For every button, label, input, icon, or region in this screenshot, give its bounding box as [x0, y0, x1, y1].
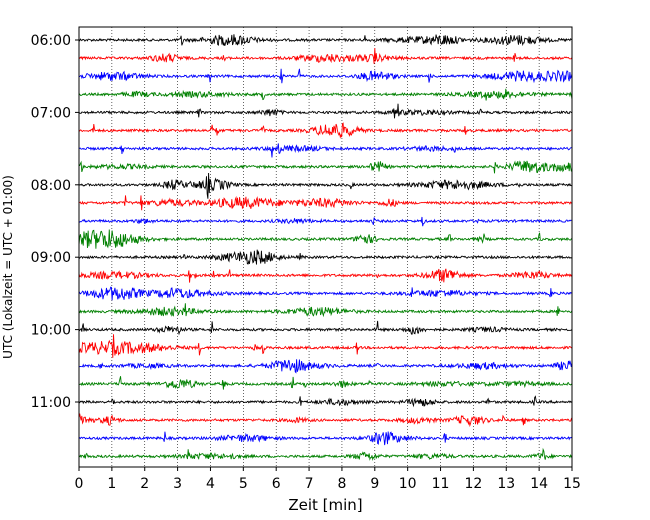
seismic-trace — [78, 172, 573, 199]
seismic-trace — [78, 68, 573, 84]
seismic-trace — [78, 48, 573, 64]
y-axis-ticks: 06:00 07:00 08:00 09:00 10:00 11:00 — [31, 33, 79, 411]
y-tick-label: 10:00 — [31, 323, 71, 339]
seismic-trace — [78, 122, 573, 139]
seismic-trace — [78, 334, 573, 358]
grid-lines — [111, 27, 540, 467]
x-tick-label: 11 — [432, 476, 450, 492]
seismic-trace — [78, 268, 573, 283]
y-tick-label: 08:00 — [31, 178, 71, 194]
x-tick-label: 6 — [272, 476, 281, 492]
x-tick-label: 3 — [173, 476, 182, 492]
x-tick-label: 13 — [497, 476, 515, 492]
seismic-trace — [78, 286, 573, 301]
x-tick-label: 4 — [206, 476, 215, 492]
x-tick-label: 8 — [337, 476, 346, 492]
seismic-trace — [78, 216, 573, 227]
seismic-trace — [78, 447, 573, 462]
seismic-trace — [78, 88, 573, 101]
x-tick-label: 15 — [563, 476, 581, 492]
seismic-traces — [78, 34, 573, 462]
seismic-trace — [78, 195, 573, 211]
seismic-trace — [78, 376, 573, 390]
x-tick-label: 7 — [305, 476, 314, 492]
seismic-trace — [78, 413, 573, 428]
seismic-trace — [78, 303, 573, 318]
x-tick-label: 12 — [464, 476, 482, 492]
y-tick-label: 07:00 — [31, 105, 71, 121]
plot-frame — [78, 26, 573, 468]
seismic-trace — [78, 229, 573, 249]
seismic-trace — [78, 320, 573, 336]
x-tick-label: 2 — [140, 476, 149, 492]
y-tick-label: 11:00 — [31, 395, 71, 411]
x-tick-label: 9 — [370, 476, 379, 492]
x-tick-label: 5 — [239, 476, 248, 492]
x-tick-label: 10 — [399, 476, 417, 492]
x-tick-label: 14 — [530, 476, 548, 492]
seismic-trace — [78, 103, 573, 119]
seismic-trace — [78, 249, 573, 265]
y-axis-label: UTC (Lokalzeit = UTC + 01:00) — [1, 175, 15, 359]
seismic-trace — [78, 34, 573, 47]
seismic-trace — [78, 431, 573, 446]
seismic-trace — [78, 395, 573, 408]
seismic-trace — [78, 160, 573, 174]
x-axis-ticks: 0 1 2 3 4 5 6 7 8 9 10 11 12 13 14 15 — [75, 467, 581, 492]
y-tick-label: 06:00 — [31, 33, 71, 49]
x-tick-label: 1 — [107, 476, 116, 492]
x-axis-label: Zeit [min] — [288, 496, 362, 514]
seismic-trace — [78, 143, 573, 158]
seismic-trace — [78, 359, 573, 374]
x-tick-label: 0 — [75, 476, 84, 492]
y-tick-label: 09:00 — [31, 250, 71, 266]
